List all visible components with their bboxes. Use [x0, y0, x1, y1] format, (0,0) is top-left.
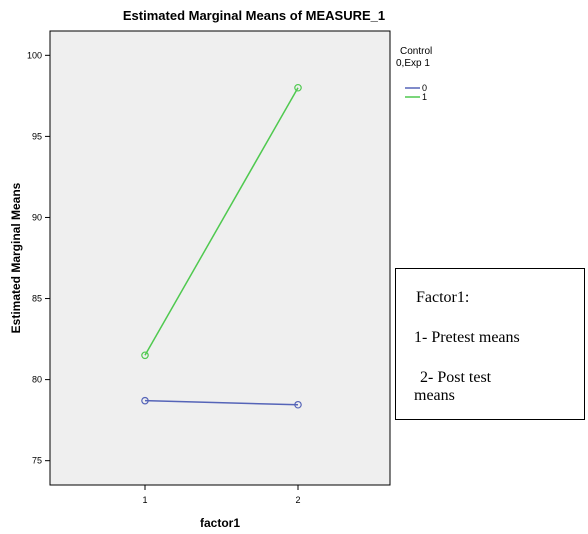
- note-line-1: 1- Pretest means: [414, 329, 520, 346]
- series-layer: [141, 83, 302, 409]
- y-axis-label: Estimated Marginal Means: [9, 182, 23, 333]
- y-tick-label: 95: [32, 131, 42, 141]
- x-tick-label: 1: [142, 495, 147, 505]
- data-point-1: [294, 83, 302, 92]
- series-line-1: [144, 87, 299, 356]
- y-tick-label: 85: [32, 294, 42, 304]
- legend-label-1: 1: [422, 92, 427, 102]
- y-tick-label: 75: [32, 456, 42, 466]
- chart-title: Estimated Marginal Means of MEASURE_1: [123, 8, 385, 23]
- y-tick-label: 80: [32, 375, 42, 385]
- note-line-2: 2- Post test: [416, 369, 492, 386]
- y-tick-label: 90: [32, 212, 42, 222]
- data-point-1: [141, 351, 149, 360]
- legend-title-line2: 0,Exp 1: [396, 58, 430, 69]
- x-axis-label: factor1: [200, 516, 240, 530]
- x-tick-label: 2: [295, 495, 300, 505]
- note-line-3: means: [414, 387, 455, 404]
- series-line-0: [144, 399, 299, 406]
- legend-title-line1: Control: [400, 46, 432, 57]
- note-title: Factor1:: [416, 289, 470, 306]
- data-point-0: [141, 396, 149, 405]
- data-point-0: [294, 400, 302, 409]
- plot-area: [49, 30, 391, 486]
- y-tick-label: 100: [27, 50, 42, 60]
- y-axis: 75 80 85 90 95 100: [27, 50, 50, 466]
- legend-label-0: 0: [422, 83, 427, 93]
- legend: Control 0,Exp 1 01: [396, 46, 432, 102]
- factor-note-box: Factor1: 1- Pretest means 2- Post test m…: [395, 268, 585, 420]
